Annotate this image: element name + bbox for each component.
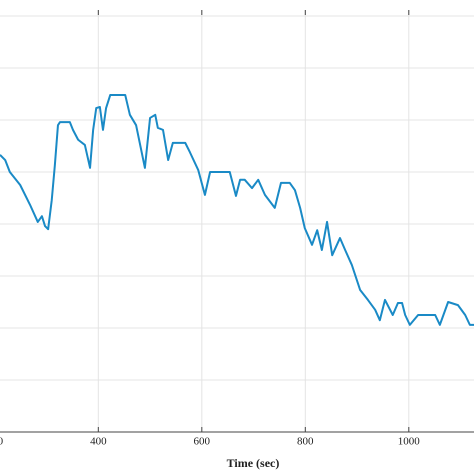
- x-tick-label: 1000: [398, 436, 421, 448]
- data-line: [0, 94, 474, 326]
- x-axis-label: Time (sec): [227, 456, 280, 470]
- x-tick-label: 200: [0, 436, 4, 448]
- grid: [0, 10, 474, 433]
- x-tick-label: 400: [90, 436, 107, 448]
- x-tick-label: 600: [194, 436, 211, 448]
- labels: 200 400 600 800 1000: [0, 436, 420, 448]
- plot-area: [0, 94, 474, 326]
- x-tick-label: 800: [297, 436, 314, 448]
